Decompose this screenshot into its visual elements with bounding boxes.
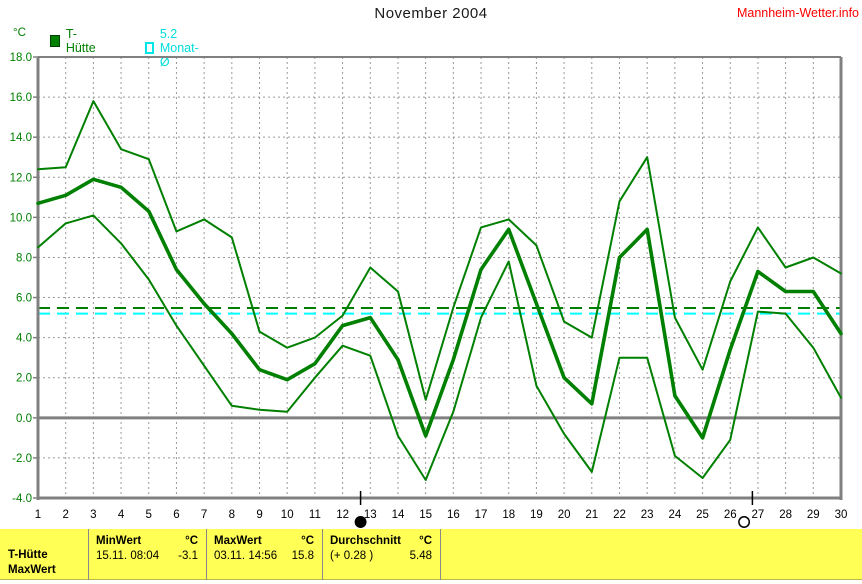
- x-day-label: 23: [641, 509, 654, 521]
- y-tick-label: 16.0: [10, 92, 32, 104]
- y-tick-label: 2.0: [16, 373, 32, 385]
- brand-link[interactable]: Mannheim-Wetter.info: [736, 6, 859, 20]
- page-title: November 2004: [374, 5, 488, 22]
- series-daily-max-line: [37, 100, 842, 401]
- x-day-label: 15: [419, 509, 432, 521]
- y-axis-unit-label: °C: [13, 27, 26, 39]
- x-day-label: 2: [62, 509, 68, 521]
- stats-unit: °C: [301, 535, 314, 547]
- series-daily-min-line: [37, 214, 842, 481]
- x-day-label: 26: [724, 509, 737, 521]
- x-day-label: 7: [201, 509, 207, 521]
- x-day-label: 1: [35, 509, 41, 521]
- x-day-label: 14: [392, 509, 405, 521]
- new-moon-icon: [354, 516, 367, 528]
- x-day-label: 16: [447, 509, 460, 521]
- x-day-label: 27: [752, 509, 765, 521]
- x-day-label: 18: [502, 509, 515, 521]
- panel-divider: [206, 529, 207, 580]
- y-tick-label: 0.0: [16, 413, 32, 425]
- x-day-label: 28: [779, 509, 792, 521]
- x-day-label: 22: [613, 509, 626, 521]
- stats-value: 5.48: [409, 550, 432, 562]
- stats-unit: °C: [419, 535, 432, 547]
- y-tick-label: -4.0: [12, 493, 32, 505]
- x-day-label: 10: [281, 509, 294, 521]
- stats-row-labels: T-Hütte MaxWert: [8, 548, 83, 578]
- x-day-label: 21: [585, 509, 598, 521]
- stats-header: MinWert: [96, 535, 142, 547]
- y-tick-label: 18.0: [10, 52, 32, 64]
- x-day-label: 17: [475, 509, 488, 521]
- stats-header: Durchschnitt: [330, 535, 401, 547]
- stats-header: MaxWert: [214, 535, 262, 547]
- x-day-label: 29: [807, 509, 820, 521]
- stats-date: (+ 0.28 ): [330, 550, 374, 562]
- x-day-label: 30: [835, 509, 848, 521]
- x-day-label: 4: [118, 509, 125, 521]
- legend-item-t-huette: T-Hütte: [50, 27, 98, 55]
- y-tick-label: 12.0: [10, 172, 32, 184]
- legend-label: 5.2 Monat-Ø: [159, 27, 199, 69]
- x-day-label: 24: [668, 509, 681, 521]
- x-day-label: 5: [146, 509, 152, 521]
- stats-col-durchschnitt: Durchschnitt °C (+ 0.28 ) 5.48: [330, 534, 432, 575]
- series-t-huette-mean-line: [36, 177, 843, 440]
- x-day-label: 3: [90, 509, 96, 521]
- stats-row-label-maxwert: MaxWert: [8, 564, 56, 576]
- y-tick-label: 14.0: [10, 132, 32, 144]
- stats-col-minwert: MinWert °C 15.11. 08:04 -3.1: [96, 534, 198, 575]
- legend-label: T-Hütte: [65, 27, 96, 55]
- stats-panel: T-Hütte MaxWert MinWert °C 15.11. 08:04 …: [0, 529, 862, 580]
- y-tick-label: 8.0: [16, 252, 32, 264]
- x-day-label: 20: [558, 509, 571, 521]
- x-day-label: 11: [309, 509, 321, 521]
- y-tick-label: 10.0: [10, 212, 32, 224]
- panel-divider: [440, 529, 441, 580]
- stats-date: 03.11. 14:56: [214, 550, 278, 562]
- x-day-label: 6: [173, 509, 179, 521]
- x-day-label: 25: [696, 509, 709, 521]
- stats-row-label-sensor: T-Hütte: [8, 549, 48, 561]
- legend-item-monat-mittel: 5.2 Monat-Ø: [145, 27, 202, 69]
- x-day-label: 13: [364, 509, 377, 521]
- y-tick-label: -2.0: [12, 453, 32, 465]
- legend-open-square-icon: [145, 42, 154, 54]
- y-tick-label: 6.0: [16, 293, 32, 305]
- x-day-label: 12: [336, 509, 349, 521]
- x-day-label: 8: [229, 509, 235, 521]
- stats-col-maxwert: MaxWert °C 03.11. 14:56 15.8: [214, 534, 314, 575]
- stats-value: -3.1: [178, 550, 198, 562]
- panel-divider: [88, 529, 89, 580]
- legend-filled-square-icon: [50, 35, 60, 47]
- full-moon-icon: [738, 516, 751, 528]
- stats-date: 15.11. 08:04: [96, 550, 160, 562]
- stats-value: 15.8: [291, 550, 314, 562]
- x-day-label: 19: [530, 509, 543, 521]
- stats-unit: °C: [185, 535, 198, 547]
- temperature-line-chart: 18.0 16.0 14.0 12.0 10.0 8.0 6.0 4.0 2.0 0.0 -2.0 -…: [10, 52, 848, 528]
- panel-divider: [322, 529, 323, 580]
- x-day-label: 9: [256, 509, 262, 521]
- y-tick-label: 4.0: [16, 333, 32, 345]
